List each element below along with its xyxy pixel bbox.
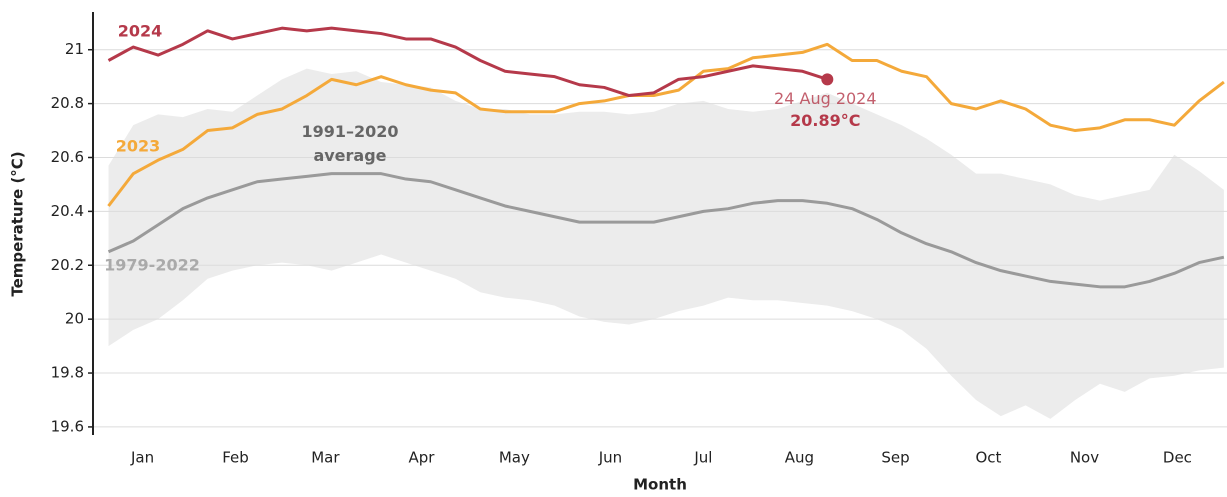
- series-line: [107, 26, 828, 98]
- annotation: 24 Aug 2024: [774, 89, 877, 108]
- x-tick-label: Jan: [130, 449, 154, 467]
- x-tick-label: Dec: [1163, 449, 1192, 467]
- y-tick-label: 20.2: [51, 256, 84, 274]
- y-tick-label: 20: [65, 310, 84, 328]
- x-tick-label: Feb: [222, 449, 249, 467]
- x-tick-label: Oct: [975, 449, 1001, 467]
- y-tick-label: 20.8: [51, 94, 84, 112]
- y-tick-label: 21: [65, 40, 84, 58]
- x-axis-title: Month: [633, 476, 687, 494]
- series-label: 2024: [118, 22, 163, 41]
- x-tick-label: Nov: [1070, 449, 1099, 467]
- y-tick-label: 20.4: [51, 202, 84, 220]
- x-tick-label: Apr: [408, 449, 435, 467]
- y-tick-label: 20.6: [51, 148, 84, 166]
- end-point: [821, 73, 834, 86]
- x-tick-label: Mar: [311, 449, 340, 467]
- series-line: [107, 172, 1225, 289]
- y-tick-label: 19.8: [51, 364, 84, 382]
- series-label: 2023: [116, 137, 161, 156]
- value-label: 20.89°C: [790, 111, 860, 130]
- x-tick-label: May: [499, 449, 530, 467]
- x-tick-label: Jun: [598, 449, 622, 467]
- series-line: [107, 42, 1225, 207]
- x-tick-label: Jul: [693, 449, 712, 467]
- y-axis-title: Temperature (°C): [9, 151, 27, 296]
- y-tick-label: 19.6: [51, 417, 84, 435]
- band-label: 1979-2022: [104, 256, 200, 275]
- x-tick-label: Aug: [785, 449, 814, 467]
- x-tick-label: Sep: [881, 449, 909, 467]
- range-band: [108, 68, 1224, 419]
- series-label: 1991–2020 average: [301, 122, 398, 165]
